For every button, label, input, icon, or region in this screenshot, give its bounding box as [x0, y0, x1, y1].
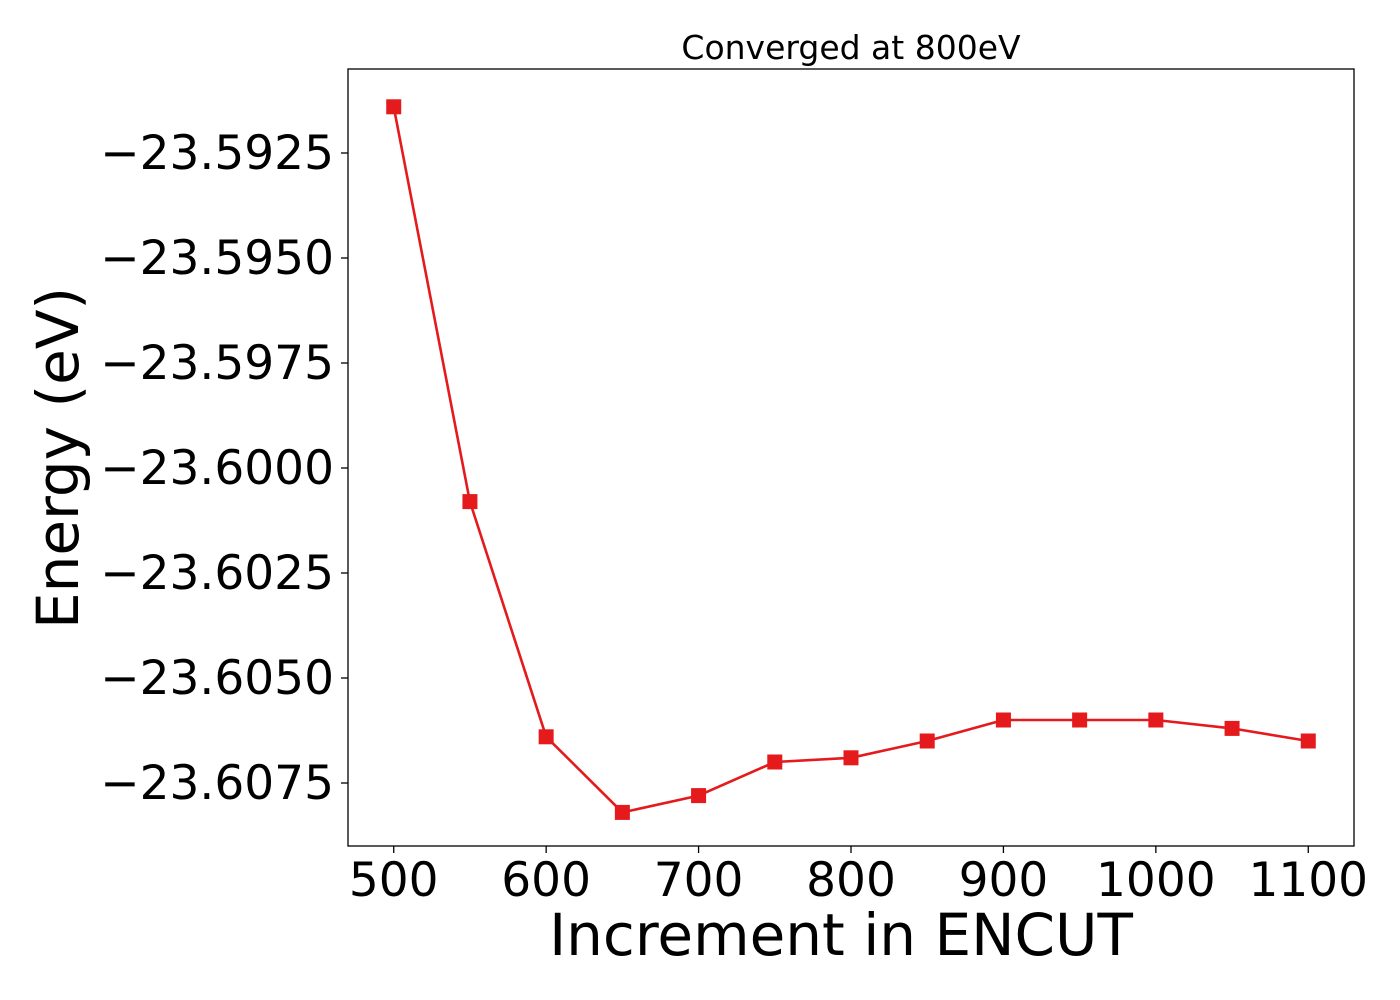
x-tick-label: 800	[806, 853, 896, 908]
data-point-marker	[691, 788, 707, 804]
x-tick-label: 500	[349, 853, 439, 908]
y-tick-label: −23.5950	[100, 231, 334, 286]
data-point-marker	[1072, 712, 1088, 728]
plot-frame	[347, 68, 1355, 847]
data-point-marker	[1224, 720, 1240, 736]
data-point-marker	[462, 494, 478, 510]
x-tick-label: 900	[959, 853, 1049, 908]
y-tick-label: −23.6000	[100, 441, 334, 496]
x-axis-label: Increment in ENCUT	[549, 901, 1133, 969]
data-point-marker	[919, 733, 935, 749]
chart-title: Converged at 800eV	[681, 28, 1021, 67]
y-tick-label: −23.6025	[100, 546, 334, 601]
x-tick-label: 700	[654, 853, 744, 908]
series-line	[392, 106, 1309, 814]
y-tick-label: −23.6075	[100, 756, 334, 811]
y-axis: −23.6075 −23.6050 −23.6025 −23.6000 −23.5975…	[100, 126, 348, 811]
data-point-marker	[1148, 712, 1164, 728]
x-axis: 500 600 700 800 900 1000 1100	[349, 846, 1368, 908]
data-point-marker	[1300, 733, 1316, 749]
data-point-marker	[386, 99, 402, 115]
x-tick-label: 1000	[1096, 853, 1216, 908]
y-tick-label: −23.5925	[100, 126, 334, 181]
data-point-marker	[995, 712, 1011, 728]
y-tick-label: −23.6050	[100, 651, 334, 706]
data-point-marker	[614, 804, 630, 820]
series-energy	[386, 99, 1316, 820]
data-point-marker	[538, 729, 554, 745]
x-tick-label: 600	[501, 853, 591, 908]
data-point-marker	[767, 754, 783, 770]
y-axis-label: Energy (eV)	[24, 287, 92, 629]
y-tick-label: −23.5975	[100, 336, 334, 391]
x-tick-label: 1100	[1248, 853, 1368, 908]
data-point-marker	[843, 750, 859, 766]
